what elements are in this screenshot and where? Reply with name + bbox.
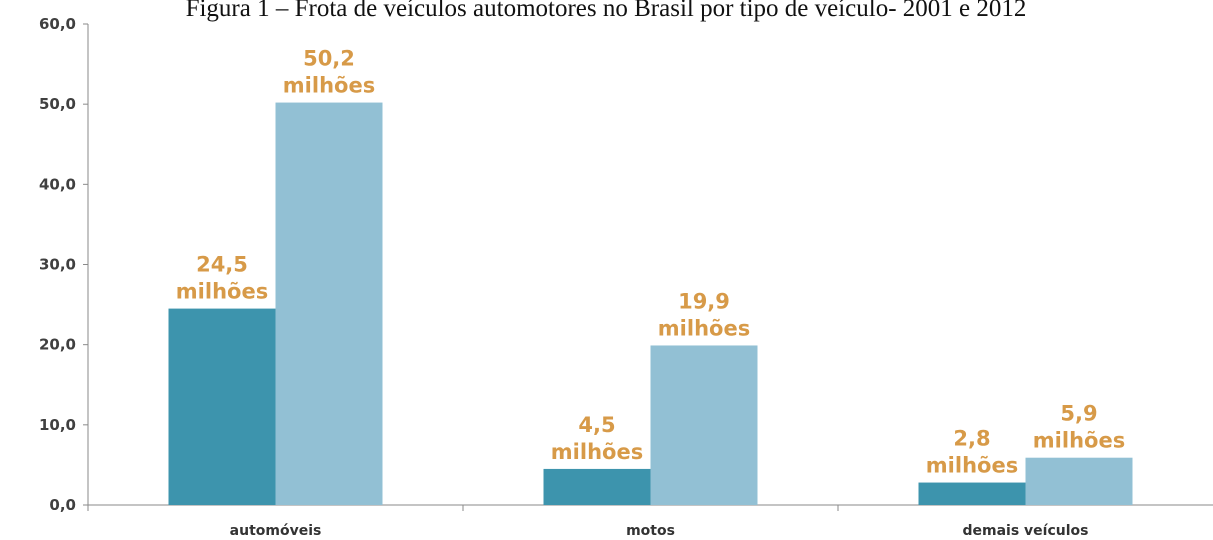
bar xyxy=(543,468,651,505)
x-category-label: demais veículos xyxy=(963,523,1089,539)
y-tick-label: 0,0 xyxy=(49,496,76,514)
data-label: milhões xyxy=(551,440,643,464)
data-label: milhões xyxy=(658,316,750,340)
data-label: 24,5 xyxy=(196,253,248,277)
bar xyxy=(168,308,276,505)
figure-title: Figura 1 – Frota de veículos automotores… xyxy=(186,0,1027,22)
y-tick-label: 60,0 xyxy=(39,15,76,33)
data-label: 2,8 xyxy=(953,427,990,451)
chart-bars xyxy=(168,102,1133,506)
data-label: 50,2 xyxy=(303,47,355,71)
chart-data-labels: 24,5 milhões 50,2 milhões 4,5 milhões 19,9 milh… xyxy=(176,47,1125,478)
data-label: milhões xyxy=(1033,429,1125,453)
y-tick-label: 50,0 xyxy=(39,95,76,113)
data-label: milhões xyxy=(926,454,1018,478)
data-label: 19,9 xyxy=(678,289,730,313)
bar xyxy=(918,482,1026,505)
bar xyxy=(275,102,383,506)
y-tick-label: 10,0 xyxy=(39,416,76,434)
data-label: milhões xyxy=(283,74,375,98)
y-tick-label: 40,0 xyxy=(39,175,76,193)
data-label: 4,5 xyxy=(578,413,615,437)
data-label: 5,9 xyxy=(1060,402,1097,426)
y-tick-label: 30,0 xyxy=(39,256,76,274)
data-label: milhões xyxy=(176,280,268,304)
x-category-label: automóveis xyxy=(230,523,322,539)
y-tick-label: 20,0 xyxy=(39,336,76,354)
x-category-label: motos xyxy=(626,523,675,539)
bar xyxy=(1025,457,1133,505)
bar xyxy=(650,345,758,505)
